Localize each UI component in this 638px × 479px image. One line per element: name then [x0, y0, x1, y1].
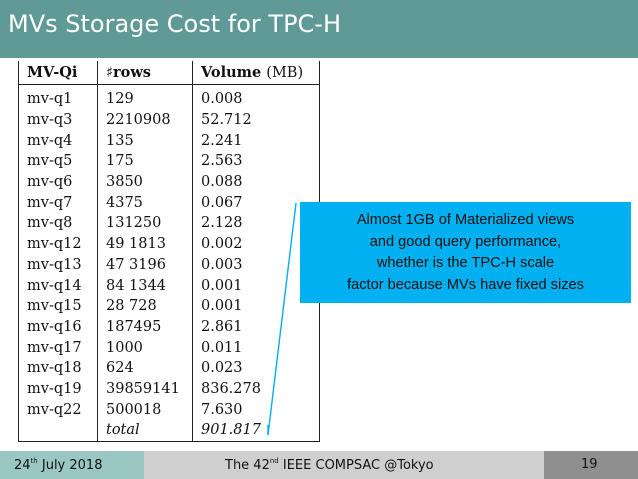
cell-rows: 500018 — [97, 399, 193, 420]
table-row: mv-q15 28 728 0.001 — [18, 295, 320, 317]
cell-rows: 2210908 — [97, 109, 193, 131]
cell-volume: 0.088 — [192, 171, 320, 193]
cell-mv-name: mv-q5 — [18, 151, 98, 172]
cell-rows: 39859141 — [97, 378, 193, 400]
table-row: mv-q17 1000 0.011 — [18, 337, 320, 358]
table-row: mv-q4 135 2.241 — [18, 130, 320, 152]
cell-mv-name: mv-q22 — [18, 399, 98, 420]
footer-date: 24th July 2018 — [14, 457, 103, 473]
cell-rows: 624 — [97, 357, 193, 379]
footer-conference-section: The 42nd IEEE COMPSAC @Tokyo — [144, 451, 544, 479]
footer-page-section: 19 — [544, 451, 638, 479]
callout-line: factor because MVs have fixed sizes — [347, 276, 584, 293]
column-header-rows: ♯rows — [97, 61, 193, 85]
table-row: mv-q7 4375 0.067 — [18, 192, 320, 214]
cell-mv-name: mv-q12 — [18, 233, 98, 255]
cell-volume: 2.563 — [192, 151, 320, 172]
cell-mv-name: mv-q15 — [18, 295, 98, 317]
cell-volume: 2.241 — [192, 130, 320, 152]
table-total-row: total 901.817 — [18, 420, 320, 442]
footer-date-section: 24th July 2018 — [0, 451, 144, 479]
cell-volume: 7.630 — [192, 399, 320, 420]
cell-rows: 3850 — [97, 171, 193, 193]
table-row: mv-q22 500018 7.630 — [18, 399, 320, 420]
cell-rows: 49 1813 — [97, 233, 193, 255]
cell-volume: 0.008 — [192, 89, 320, 110]
table-row: mv-q12 49 1813 0.002 — [18, 233, 320, 255]
slide-title: MVs Storage Cost for TPC-H — [8, 10, 341, 38]
table-row: mv-q14 84 1344 0.001 — [18, 275, 320, 296]
column-header-mv: MV-Qi — [18, 61, 98, 85]
table-row: mv-q13 47 3196 0.003 — [18, 254, 320, 276]
title-bar: MVs Storage Cost for TPC-H — [0, 0, 638, 58]
cell-mv-name: mv-q8 — [18, 213, 98, 234]
column-unit-volume: (MB) — [266, 65, 304, 81]
cell-mv-name: mv-q19 — [18, 378, 98, 400]
cell-rows: 129 — [97, 89, 193, 110]
cell-volume: 0.023 — [192, 357, 320, 379]
table-row: mv-q1 129 0.008 — [18, 89, 320, 110]
cell-rows: 187495 — [97, 316, 193, 338]
cell-mv-name: mv-q7 — [18, 192, 98, 214]
callout-line: and good query performance, — [369, 233, 562, 250]
table-row: mv-q8 131250 2.128 — [18, 213, 320, 234]
cell-mv-name: mv-q14 — [18, 275, 98, 296]
cell-volume: 52.712 — [192, 109, 320, 131]
callout-box: Almost 1GB of Materialized views and goo… — [300, 202, 631, 303]
cell-rows: 28 728 — [97, 295, 193, 317]
cell-rows: 1000 — [97, 337, 193, 358]
cell-volume: 2.861 — [192, 316, 320, 338]
cell-total-volume: 901.817 — [192, 420, 320, 442]
cell-mv-name: mv-q4 — [18, 130, 98, 152]
cell-rows: 4375 — [97, 192, 193, 214]
cell-total-name — [18, 420, 98, 442]
footer-conference: The 42nd IEEE COMPSAC @Tokyo — [225, 457, 434, 473]
cell-rows: 84 1344 — [97, 275, 193, 296]
cell-mv-name: mv-q3 — [18, 109, 98, 131]
cell-rows: 131250 — [97, 213, 193, 234]
cell-rows: 135 — [97, 130, 193, 152]
cell-mv-name: mv-q6 — [18, 171, 98, 193]
callout-line: Almost 1GB of Materialized views — [356, 212, 575, 228]
page-number: 19 — [581, 457, 598, 472]
callout-line: whether is the TPC-H scale — [376, 255, 555, 271]
column-header-volume: Volume (MB) — [192, 61, 320, 85]
storage-cost-table: MV-Qi ♯rows Volume (MB) mv-q1 129 0.008 mv-… — [18, 61, 320, 442]
cell-volume: 836.278 — [192, 378, 320, 400]
table-row: mv-q19 39859141 836.278 — [18, 378, 320, 400]
table-row: mv-q6 3850 0.088 — [18, 171, 320, 193]
cell-rows: 47 3196 — [97, 254, 193, 276]
table-row: mv-q16 187495 2.861 — [18, 316, 320, 338]
table-row: mv-q3 2210908 52.712 — [18, 109, 320, 131]
cell-mv-name: mv-q16 — [18, 316, 98, 338]
table-row: mv-q18 624 0.023 — [18, 357, 320, 379]
cell-mv-name: mv-q13 — [18, 254, 98, 276]
table-row: mv-q5 175 2.563 — [18, 151, 320, 172]
table-header-row: MV-Qi ♯rows Volume (MB) — [18, 61, 320, 85]
cell-mv-name: mv-q17 — [18, 337, 98, 358]
cell-volume: 0.011 — [192, 337, 320, 358]
cell-total-label: total — [97, 420, 193, 442]
cell-mv-name: mv-q1 — [18, 89, 98, 110]
cell-mv-name: mv-q18 — [18, 357, 98, 379]
cell-rows: 175 — [97, 151, 193, 172]
